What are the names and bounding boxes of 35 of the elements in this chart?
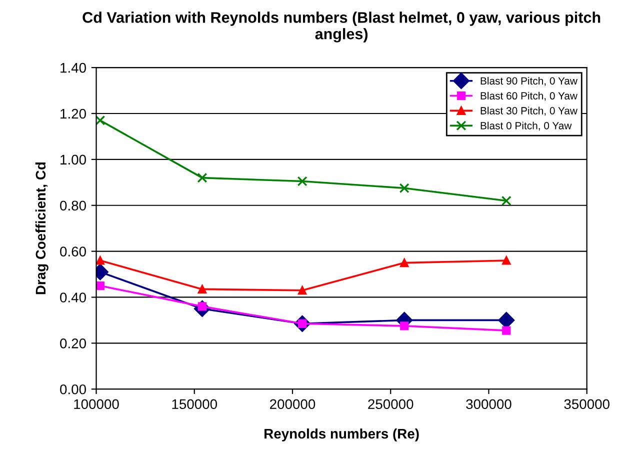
point bbox=[502, 326, 511, 335]
x-tick-label: 200000 bbox=[270, 399, 316, 410]
legend-label: Blast 60 Pitch, 0 Yaw bbox=[480, 92, 578, 101]
y-tick-label: 1.40 bbox=[60, 62, 86, 73]
point bbox=[197, 172, 208, 183]
point bbox=[198, 284, 207, 294]
point bbox=[96, 281, 104, 290]
y-tick-label: 0.80 bbox=[60, 200, 86, 211]
point bbox=[400, 258, 409, 268]
point bbox=[501, 196, 512, 206]
y-tick-label: 0.60 bbox=[60, 246, 86, 256]
y-tick-label: 1.00 bbox=[60, 154, 86, 165]
point bbox=[298, 286, 307, 295]
y-tick-label: 0.20 bbox=[60, 338, 86, 348]
y-axis-title: Drag Coefficient, Cd bbox=[35, 162, 48, 294]
point bbox=[297, 176, 308, 186]
legend-label: Blast 30 Pitch, 0 Yaw bbox=[480, 106, 578, 116]
x-tick-label: 150000 bbox=[172, 399, 218, 410]
x-tick-label: 300000 bbox=[466, 399, 512, 410]
legend-label: Blast 0 Pitch, 0 Yaw bbox=[480, 122, 572, 131]
point bbox=[498, 312, 515, 328]
point bbox=[96, 115, 106, 126]
y-tick-label: 0.00 bbox=[60, 384, 86, 394]
x-tick-label: 250000 bbox=[368, 399, 414, 410]
point bbox=[399, 183, 410, 194]
point bbox=[96, 256, 104, 265]
y-tick-label: 1.20 bbox=[60, 108, 86, 119]
x-tick-label: 100000 bbox=[74, 399, 119, 410]
y-tick-label: 0.40 bbox=[60, 292, 86, 302]
chart-title: Cd Variation with Reynolds numbers (Blast helmet, 0 yaw, various pitch angles) bbox=[82, 12, 600, 42]
x-axis-title: Reynolds numbers (Re) bbox=[264, 428, 419, 442]
point bbox=[502, 256, 511, 265]
legend-label: Blast 90 Pitch, 0 Yaw bbox=[480, 76, 578, 86]
x-tick-label: 350000 bbox=[564, 399, 610, 410]
point bbox=[400, 322, 409, 330]
